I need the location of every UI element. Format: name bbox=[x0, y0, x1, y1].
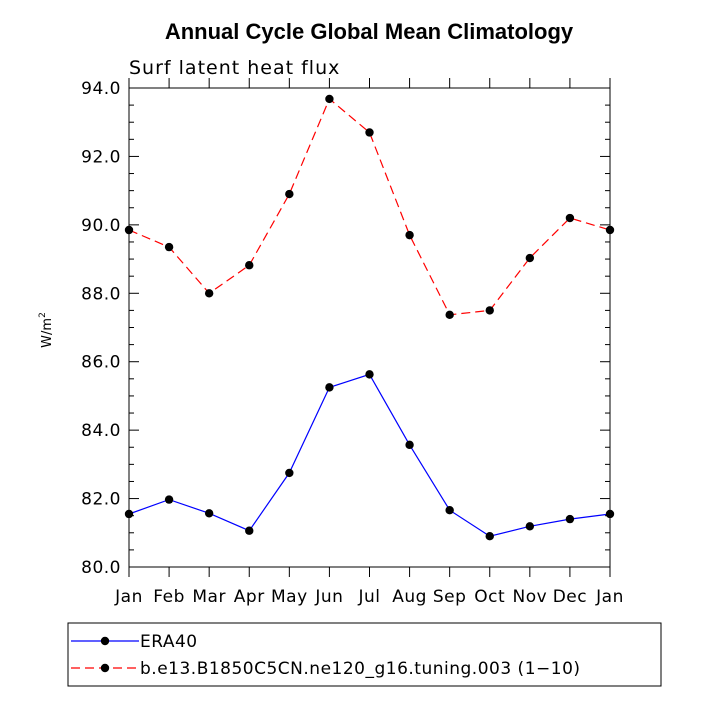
series-1-point bbox=[605, 225, 615, 235]
x-tick-label: Feb bbox=[153, 587, 185, 607]
series-0-point bbox=[445, 506, 454, 515]
series-0-point bbox=[285, 468, 294, 478]
series-1-point bbox=[365, 128, 374, 137]
series-1-point bbox=[164, 242, 174, 252]
x-tick-label: May bbox=[271, 587, 308, 607]
legend-marker-0 bbox=[100, 636, 110, 646]
series-1-point bbox=[285, 189, 294, 199]
series-1-point bbox=[445, 310, 454, 320]
series-0-point bbox=[245, 526, 254, 535]
series-0-point bbox=[605, 509, 615, 519]
y-tick-label: 92.0 bbox=[81, 147, 121, 167]
x-tick-label: Nov bbox=[512, 587, 547, 607]
series-0-point bbox=[164, 495, 174, 504]
series-0-point bbox=[325, 383, 334, 392]
y-tick-label: 94.0 bbox=[81, 79, 121, 99]
plot-frame bbox=[128, 87, 611, 568]
legend-label-1: b.e13.B1850C5CN.ne120_g16.tuning.003 (1−… bbox=[140, 659, 581, 679]
series-line-0 bbox=[128, 373, 611, 537]
y-tick-label: 88.0 bbox=[81, 284, 121, 304]
series-0-point bbox=[525, 522, 535, 531]
x-tick-label: Aug bbox=[392, 587, 427, 607]
x-tick-label: Sep bbox=[433, 587, 467, 607]
series-0-point bbox=[365, 370, 374, 379]
x-tick-label: Dec bbox=[553, 587, 587, 607]
y-axis-label-superscript: 2 bbox=[38, 312, 48, 318]
legend-label-0: ERA40 bbox=[140, 632, 198, 652]
y-axis-label: W/m2 bbox=[38, 312, 55, 348]
y-tick-label: 90.0 bbox=[81, 216, 121, 236]
x-tick-label: Jan bbox=[114, 587, 143, 607]
series-1-point bbox=[565, 213, 575, 223]
series-1-point bbox=[204, 289, 214, 298]
series-1-point bbox=[245, 261, 254, 270]
series-1-point bbox=[124, 225, 134, 235]
series-0-point bbox=[405, 440, 414, 450]
y-tick-label: 82.0 bbox=[81, 490, 121, 510]
plot-area: 80.0 82.0 84.0 86.0 88.0 90.0 92.0 94.0 Jan Feb Ma… bbox=[81, 78, 624, 607]
y-tick-label: 80.0 bbox=[81, 558, 121, 578]
series-1-point bbox=[485, 306, 494, 315]
x-tick-label: Jun bbox=[314, 587, 343, 607]
series-0-point bbox=[124, 509, 134, 519]
series-1-point bbox=[325, 94, 334, 104]
legend: ERA40 b.e13.B1850C5CN.ne120_g16.tuning.00… bbox=[67, 622, 662, 687]
x-tick-label: Oct bbox=[474, 587, 505, 607]
series-0-point bbox=[485, 532, 494, 541]
legend-marker-1 bbox=[100, 663, 110, 673]
series-1-point bbox=[525, 253, 535, 263]
y-tick-label: 86.0 bbox=[81, 353, 121, 373]
y-tick-label: 84.0 bbox=[81, 421, 121, 441]
x-tick-label: Jul bbox=[357, 587, 380, 607]
x-tick-label: Jan bbox=[595, 587, 624, 607]
y-axis-label-base: W/m bbox=[40, 318, 55, 348]
x-tick-label: Mar bbox=[192, 587, 226, 607]
chart-title: Annual Cycle Global Mean Climatology bbox=[165, 19, 574, 44]
series-1-point bbox=[405, 230, 414, 240]
legend-box bbox=[67, 622, 662, 687]
chart-subtitle: Surf latent heat flux bbox=[129, 57, 340, 79]
series-0-point bbox=[565, 514, 575, 524]
x-tick-label: Apr bbox=[234, 587, 265, 607]
series-0-point bbox=[204, 509, 214, 518]
